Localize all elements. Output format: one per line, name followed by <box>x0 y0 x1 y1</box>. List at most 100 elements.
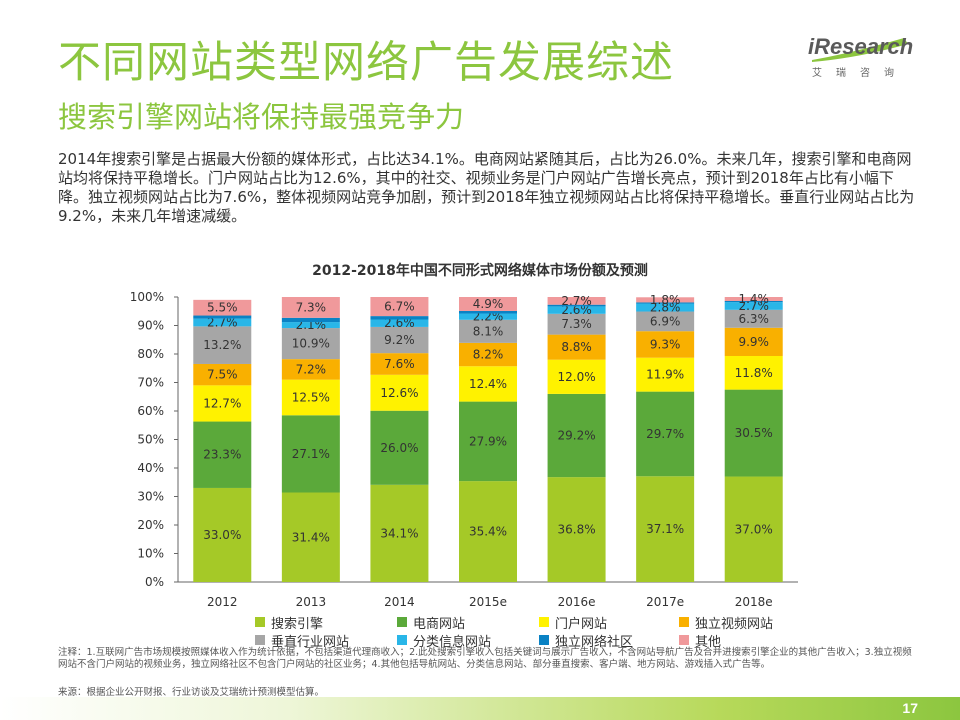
legend-swatch <box>679 617 689 627</box>
bar-segment <box>281 359 340 380</box>
bar-segment <box>547 477 606 582</box>
bar-data-label: 29.7% <box>646 427 684 441</box>
bar-data-label: 35.4% <box>469 525 507 539</box>
y-tick-label: 60% <box>137 404 164 418</box>
bar-segment <box>459 366 517 402</box>
bar-segment <box>547 306 606 314</box>
legend-item: 分类信息网站 <box>397 632 539 650</box>
x-tick-label: 2017e <box>646 595 684 609</box>
legend-item: 门户网站 <box>539 614 679 632</box>
legend-item: 搜索引擎 <box>255 614 397 632</box>
legend-label: 搜索引擎 <box>271 616 324 632</box>
bar-segment <box>547 359 606 394</box>
chart-legend: 搜索引擎 电商网站 门户网站 独立视频网站 垂直行业网站 分类信息网站 独立网络社区 其他 <box>255 614 815 650</box>
legend-swatch <box>679 635 689 645</box>
bar-segment <box>724 389 783 477</box>
bar-segment <box>636 391 695 477</box>
bar-data-label: 9.3% <box>650 337 681 351</box>
y-tick-label: 70% <box>137 376 164 390</box>
bar-segment <box>193 315 252 319</box>
bar-data-label: 5.5% <box>207 301 238 315</box>
bar-segment <box>370 353 429 375</box>
bar-data-label: 7.2% <box>296 362 327 376</box>
bar-data-label: 7.3% <box>296 300 327 314</box>
bar-data-label: 9.2% <box>384 333 415 347</box>
bar-data-label: 6.9% <box>650 314 681 328</box>
bar-segment <box>547 313 606 335</box>
x-tick-label: 2014 <box>384 595 415 609</box>
bar-segment <box>370 410 429 485</box>
bar-segment <box>370 297 429 317</box>
page-title: 不同网站类型网络广告发展综述 <box>58 38 674 88</box>
legend-item: 其他 <box>679 632 819 650</box>
chart-notes: 注释：1.互联网广告市场规模按照媒体收入作为统计依据，不包括渠道代理商收入；2.… <box>58 647 912 670</box>
bar-data-label: 23.3% <box>203 448 241 462</box>
bar-segment <box>370 374 429 411</box>
bar-data-label: 2.6% <box>384 316 415 330</box>
iresearch-logo: iResearch 艾瑞咨询 <box>808 34 918 86</box>
bar-data-label: 37.1% <box>646 522 684 536</box>
legend-label: 电商网站 <box>413 616 466 632</box>
logo-sub-text: 艾瑞咨询 <box>812 68 908 79</box>
bar-data-label: 2.7% <box>738 299 769 313</box>
bar-data-label: 4.9% <box>473 297 504 311</box>
logo-swoosh-icon <box>812 38 908 62</box>
legend-swatch <box>397 635 407 645</box>
bar-data-label: 12.7% <box>203 396 241 410</box>
x-tick-label: 2013 <box>296 595 327 609</box>
bar-segment <box>724 302 783 310</box>
bar-segment <box>636 331 695 358</box>
y-tick-label: 100% <box>130 290 164 304</box>
bar-data-label: 10.9% <box>292 337 330 351</box>
bar-data-label: 13.2% <box>203 338 241 352</box>
y-tick-label: 30% <box>137 490 164 504</box>
bar-data-label: 8.8% <box>561 340 592 354</box>
bar-data-label: 26.0% <box>380 441 418 455</box>
x-tick-label: 2018e <box>735 595 773 609</box>
bar-data-label: 12.0% <box>558 370 596 384</box>
y-tick-label: 20% <box>137 518 164 532</box>
bar-data-label: 6.7% <box>384 300 415 314</box>
bar-segment <box>724 300 783 303</box>
bar-data-label: 31.4% <box>292 530 330 544</box>
bar-data-label: 37.0% <box>735 522 773 536</box>
y-tick-label: 0% <box>145 575 164 589</box>
intro-paragraph: 2014年搜索引擎是占据最大份额的媒体形式，占比达34.1%。电商网站紧随其后，… <box>58 150 915 225</box>
bar-segment <box>459 297 517 311</box>
bar-segment <box>370 326 429 354</box>
bar-segment <box>370 316 429 320</box>
legend-label: 其他 <box>695 634 722 650</box>
bar-data-label: 12.4% <box>469 377 507 391</box>
legend-swatch <box>539 635 549 645</box>
bar-segment <box>547 304 606 307</box>
bar-segment <box>193 318 252 327</box>
bar-segment <box>281 328 340 360</box>
legend-swatch <box>255 617 265 627</box>
bar-segment <box>636 297 695 303</box>
bar-segment <box>636 303 695 312</box>
bar-segment <box>724 327 783 356</box>
y-tick-label: 50% <box>137 433 164 447</box>
bar-segment <box>193 299 252 316</box>
x-tick-label: 2015e <box>469 595 507 609</box>
bar-segment <box>281 492 340 582</box>
bar-data-label: 9.9% <box>738 335 769 349</box>
bar-segment <box>636 311 695 332</box>
bar-data-label: 7.5% <box>207 368 238 382</box>
bar-segment <box>193 487 252 582</box>
legend-item: 独立视频网站 <box>679 614 819 632</box>
bar-segment <box>636 302 695 304</box>
page-number: 17 <box>902 700 918 716</box>
bar-data-label: 8.1% <box>473 324 504 338</box>
bar-segment <box>370 484 429 582</box>
bar-segment <box>281 322 340 329</box>
bar-data-label: 7.6% <box>384 357 415 371</box>
legend-label: 垂直行业网站 <box>271 634 350 650</box>
legend-label: 独立视频网站 <box>695 616 774 632</box>
bar-data-label: 11.9% <box>646 368 684 382</box>
bar-segment <box>281 297 340 318</box>
bar-data-label: 12.6% <box>380 386 418 400</box>
bar-data-label: 27.9% <box>469 434 507 448</box>
legend-item: 电商网站 <box>397 614 539 632</box>
